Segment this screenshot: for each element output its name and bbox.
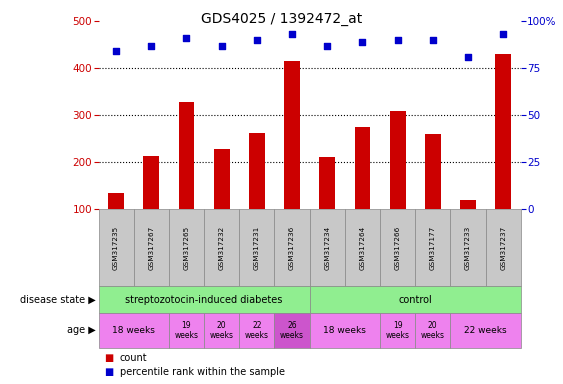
Point (147, 43, 156, 49)
Text: 26
weeks: 26 weeks (280, 321, 304, 339)
Text: ■: ■ (104, 353, 113, 363)
Point (252, 37, 261, 43)
Bar (249, 132, 265, 209)
Text: 19
weeks: 19 weeks (175, 321, 199, 339)
Text: 22 weeks: 22 weeks (464, 326, 507, 335)
Text: GSM317232: GSM317232 (218, 225, 225, 270)
Text: GSM317267: GSM317267 (148, 225, 154, 270)
Bar (108, 193, 124, 209)
Point (111, 48, 120, 54)
Bar (390, 111, 405, 209)
Bar (355, 127, 370, 209)
Text: ■: ■ (104, 367, 113, 377)
Text: GSM317234: GSM317234 (324, 225, 330, 270)
Text: GSM317233: GSM317233 (465, 225, 471, 270)
Bar (178, 102, 194, 209)
Text: 18 weeks: 18 weeks (323, 326, 367, 335)
Text: GSM317236: GSM317236 (289, 225, 295, 270)
Point (323, 43, 332, 49)
Text: count: count (120, 353, 148, 363)
Bar (460, 200, 476, 209)
Text: 18 weeks: 18 weeks (112, 326, 155, 335)
Point (393, 37, 402, 43)
Text: 20
weeks: 20 weeks (421, 321, 445, 339)
Text: GSM317266: GSM317266 (395, 225, 401, 270)
Point (182, 35, 191, 41)
Text: 20
weeks: 20 weeks (209, 321, 234, 339)
Point (358, 39, 367, 45)
Text: percentile rank within the sample: percentile rank within the sample (120, 367, 285, 377)
Point (217, 43, 226, 49)
Text: GSM317265: GSM317265 (184, 225, 190, 270)
Text: age ▶: age ▶ (67, 325, 96, 335)
Text: streptozotocin-induced diabetes: streptozotocin-induced diabetes (126, 295, 283, 305)
Bar (495, 54, 511, 209)
Text: GDS4025 / 1392472_at: GDS4025 / 1392472_at (201, 12, 362, 25)
Bar (214, 149, 230, 209)
Bar (319, 157, 335, 209)
Text: 22
weeks: 22 weeks (245, 321, 269, 339)
Bar (144, 156, 159, 209)
Bar (284, 61, 300, 209)
Text: GSM317231: GSM317231 (254, 225, 260, 270)
Point (499, 31, 508, 37)
Text: GSM317264: GSM317264 (359, 225, 365, 270)
Text: GSM317237: GSM317237 (500, 225, 506, 270)
Point (428, 37, 437, 43)
Text: control: control (399, 295, 432, 305)
Text: 19
weeks: 19 weeks (386, 321, 410, 339)
Bar (425, 134, 441, 209)
Point (288, 31, 297, 37)
Point (463, 54, 472, 60)
Text: GSM317177: GSM317177 (430, 225, 436, 270)
Text: disease state ▶: disease state ▶ (20, 295, 96, 305)
Text: GSM317235: GSM317235 (113, 225, 119, 270)
